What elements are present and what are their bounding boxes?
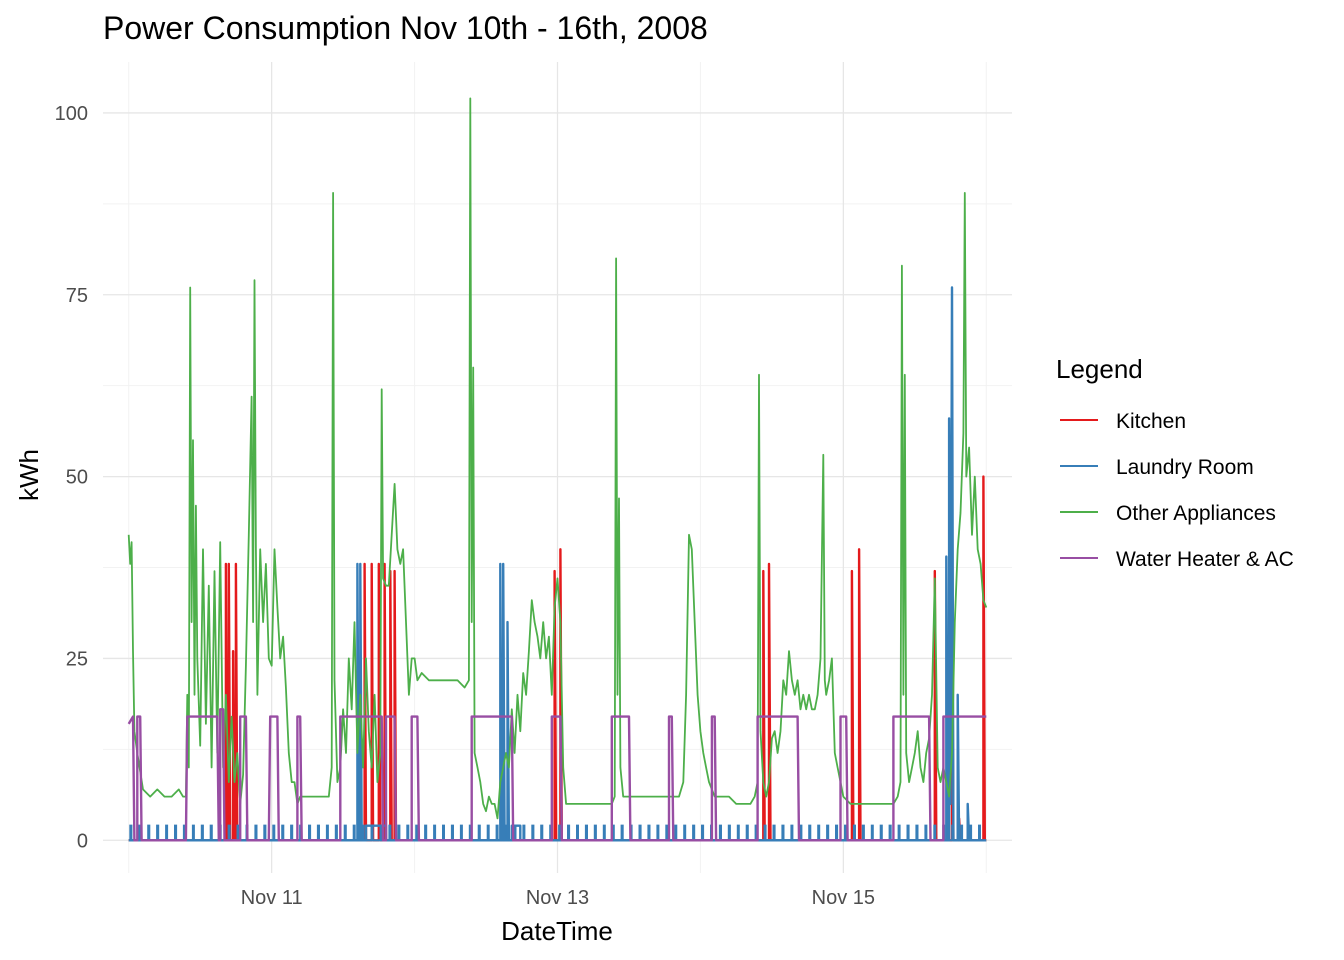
legend-item-kitchen: Kitchen: [1060, 410, 1186, 433]
legend-label-kitchen: Kitchen: [1116, 410, 1186, 433]
x-axis-label: DateTime: [501, 916, 613, 946]
x-tick-label: Nov 11: [241, 887, 303, 909]
legend-title: Legend: [1056, 354, 1143, 384]
x-tick-label: Nov 15: [812, 887, 875, 909]
series-line-other-appliances: [127, 97, 988, 820]
series-layer: [127, 97, 988, 842]
y-tick-label: 50: [66, 467, 88, 489]
legend: Legend Kitchen Laundry Room Other Applianc…: [1056, 354, 1294, 571]
y-tick-label: 25: [66, 648, 88, 670]
legend-label-laundry-room: Laundry Room: [1116, 456, 1254, 479]
y-tick-label: 75: [66, 285, 88, 307]
legend-label-water-heater-ac: Water Heater & AC: [1116, 548, 1294, 571]
series-water-heater-ac: [127, 708, 987, 842]
chart-title: Power Consumption Nov 10th - 16th, 2008: [103, 10, 708, 46]
series-line-laundry-room: [128, 286, 987, 842]
y-tick-label: 0: [77, 830, 88, 852]
y-tick-label: 100: [55, 103, 88, 125]
legend-item-water-heater-ac: Water Heater & AC: [1060, 548, 1294, 571]
series-other-appliances: [127, 97, 988, 820]
series-line-water-heater-ac: [127, 708, 987, 842]
legend-item-laundry-room: Laundry Room: [1060, 456, 1254, 479]
legend-item-other-appliances: Other Appliances: [1060, 502, 1276, 525]
x-tick-label: Nov 13: [526, 887, 589, 909]
y-axis-label: kWh: [14, 449, 44, 501]
axes: 0 25 50 75 100 Nov 11 Nov 13 Nov 15: [55, 103, 875, 909]
legend-label-other-appliances: Other Appliances: [1116, 502, 1276, 525]
